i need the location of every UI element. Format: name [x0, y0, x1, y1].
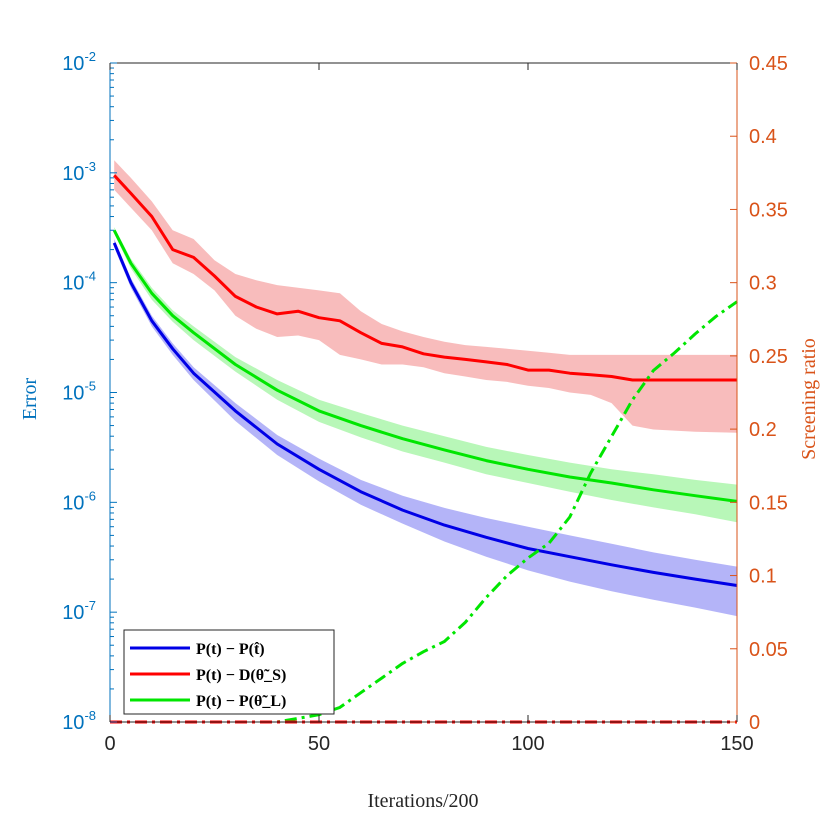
x-axis-label: Iterations/200	[367, 790, 478, 812]
confidence-bands	[114, 160, 737, 617]
y-right-tick-label: 0.45	[749, 53, 788, 75]
legend: P(t) − P(t̂) P(t) − D(θ̃_S) P(t) − P(θ̃_…	[123, 629, 335, 715]
x-tick-label: 150	[720, 733, 753, 755]
y-right-tick-label: 0.05	[749, 639, 788, 661]
legend-label-red: P(t) − D(θ̃_S)	[196, 667, 286, 684]
legend-label-green: P(t) − P(θ̃_L)	[196, 693, 286, 710]
x-tick-label: 50	[308, 733, 330, 755]
y-left-tick-label: 10-3	[62, 159, 96, 185]
x-tick-label: 0	[104, 733, 115, 755]
y-left-tick-label: 10-7	[62, 598, 96, 624]
tick-labels: 10-8 10-7 10-6 10-5 10-4 10-3 10-2 0 0.05 0.1 0.15…	[62, 49, 788, 755]
y-left-tick-label: 10-8	[62, 708, 96, 734]
y-left-tick-label: 10-6	[62, 488, 96, 514]
y-axis-left-label: Error	[19, 378, 41, 421]
y-right-tick-label: 0	[749, 712, 760, 734]
legend-label-blue: P(t) − P(t̂)	[196, 641, 265, 658]
y-left-tick-label: 10-2	[62, 49, 96, 75]
y-left-tick-label: 10-4	[62, 269, 96, 295]
y-right-tick-label: 0.15	[749, 492, 788, 514]
y-right-tick-label: 0.3	[749, 273, 777, 295]
x-tick-label: 100	[511, 733, 544, 755]
green-error-line	[112, 229, 738, 503]
blue-error-line	[112, 242, 738, 587]
y-axis-right-label: Screening ratio	[798, 338, 820, 460]
y-right-tick-label: 0.1	[749, 566, 777, 588]
red-error-band	[114, 160, 737, 433]
green-screening-line	[110, 300, 738, 724]
blue-error-band	[114, 239, 737, 617]
red-error-line	[113, 174, 737, 382]
y-right-tick-label: 0.2	[749, 419, 777, 441]
y-right-tick-label: 0.25	[749, 346, 788, 368]
axes	[109, 62, 738, 723]
y-right-tick-label: 0.4	[749, 126, 777, 148]
y-right-tick-label: 0.35	[749, 199, 788, 221]
y-left-tick-label: 10-5	[62, 379, 96, 405]
